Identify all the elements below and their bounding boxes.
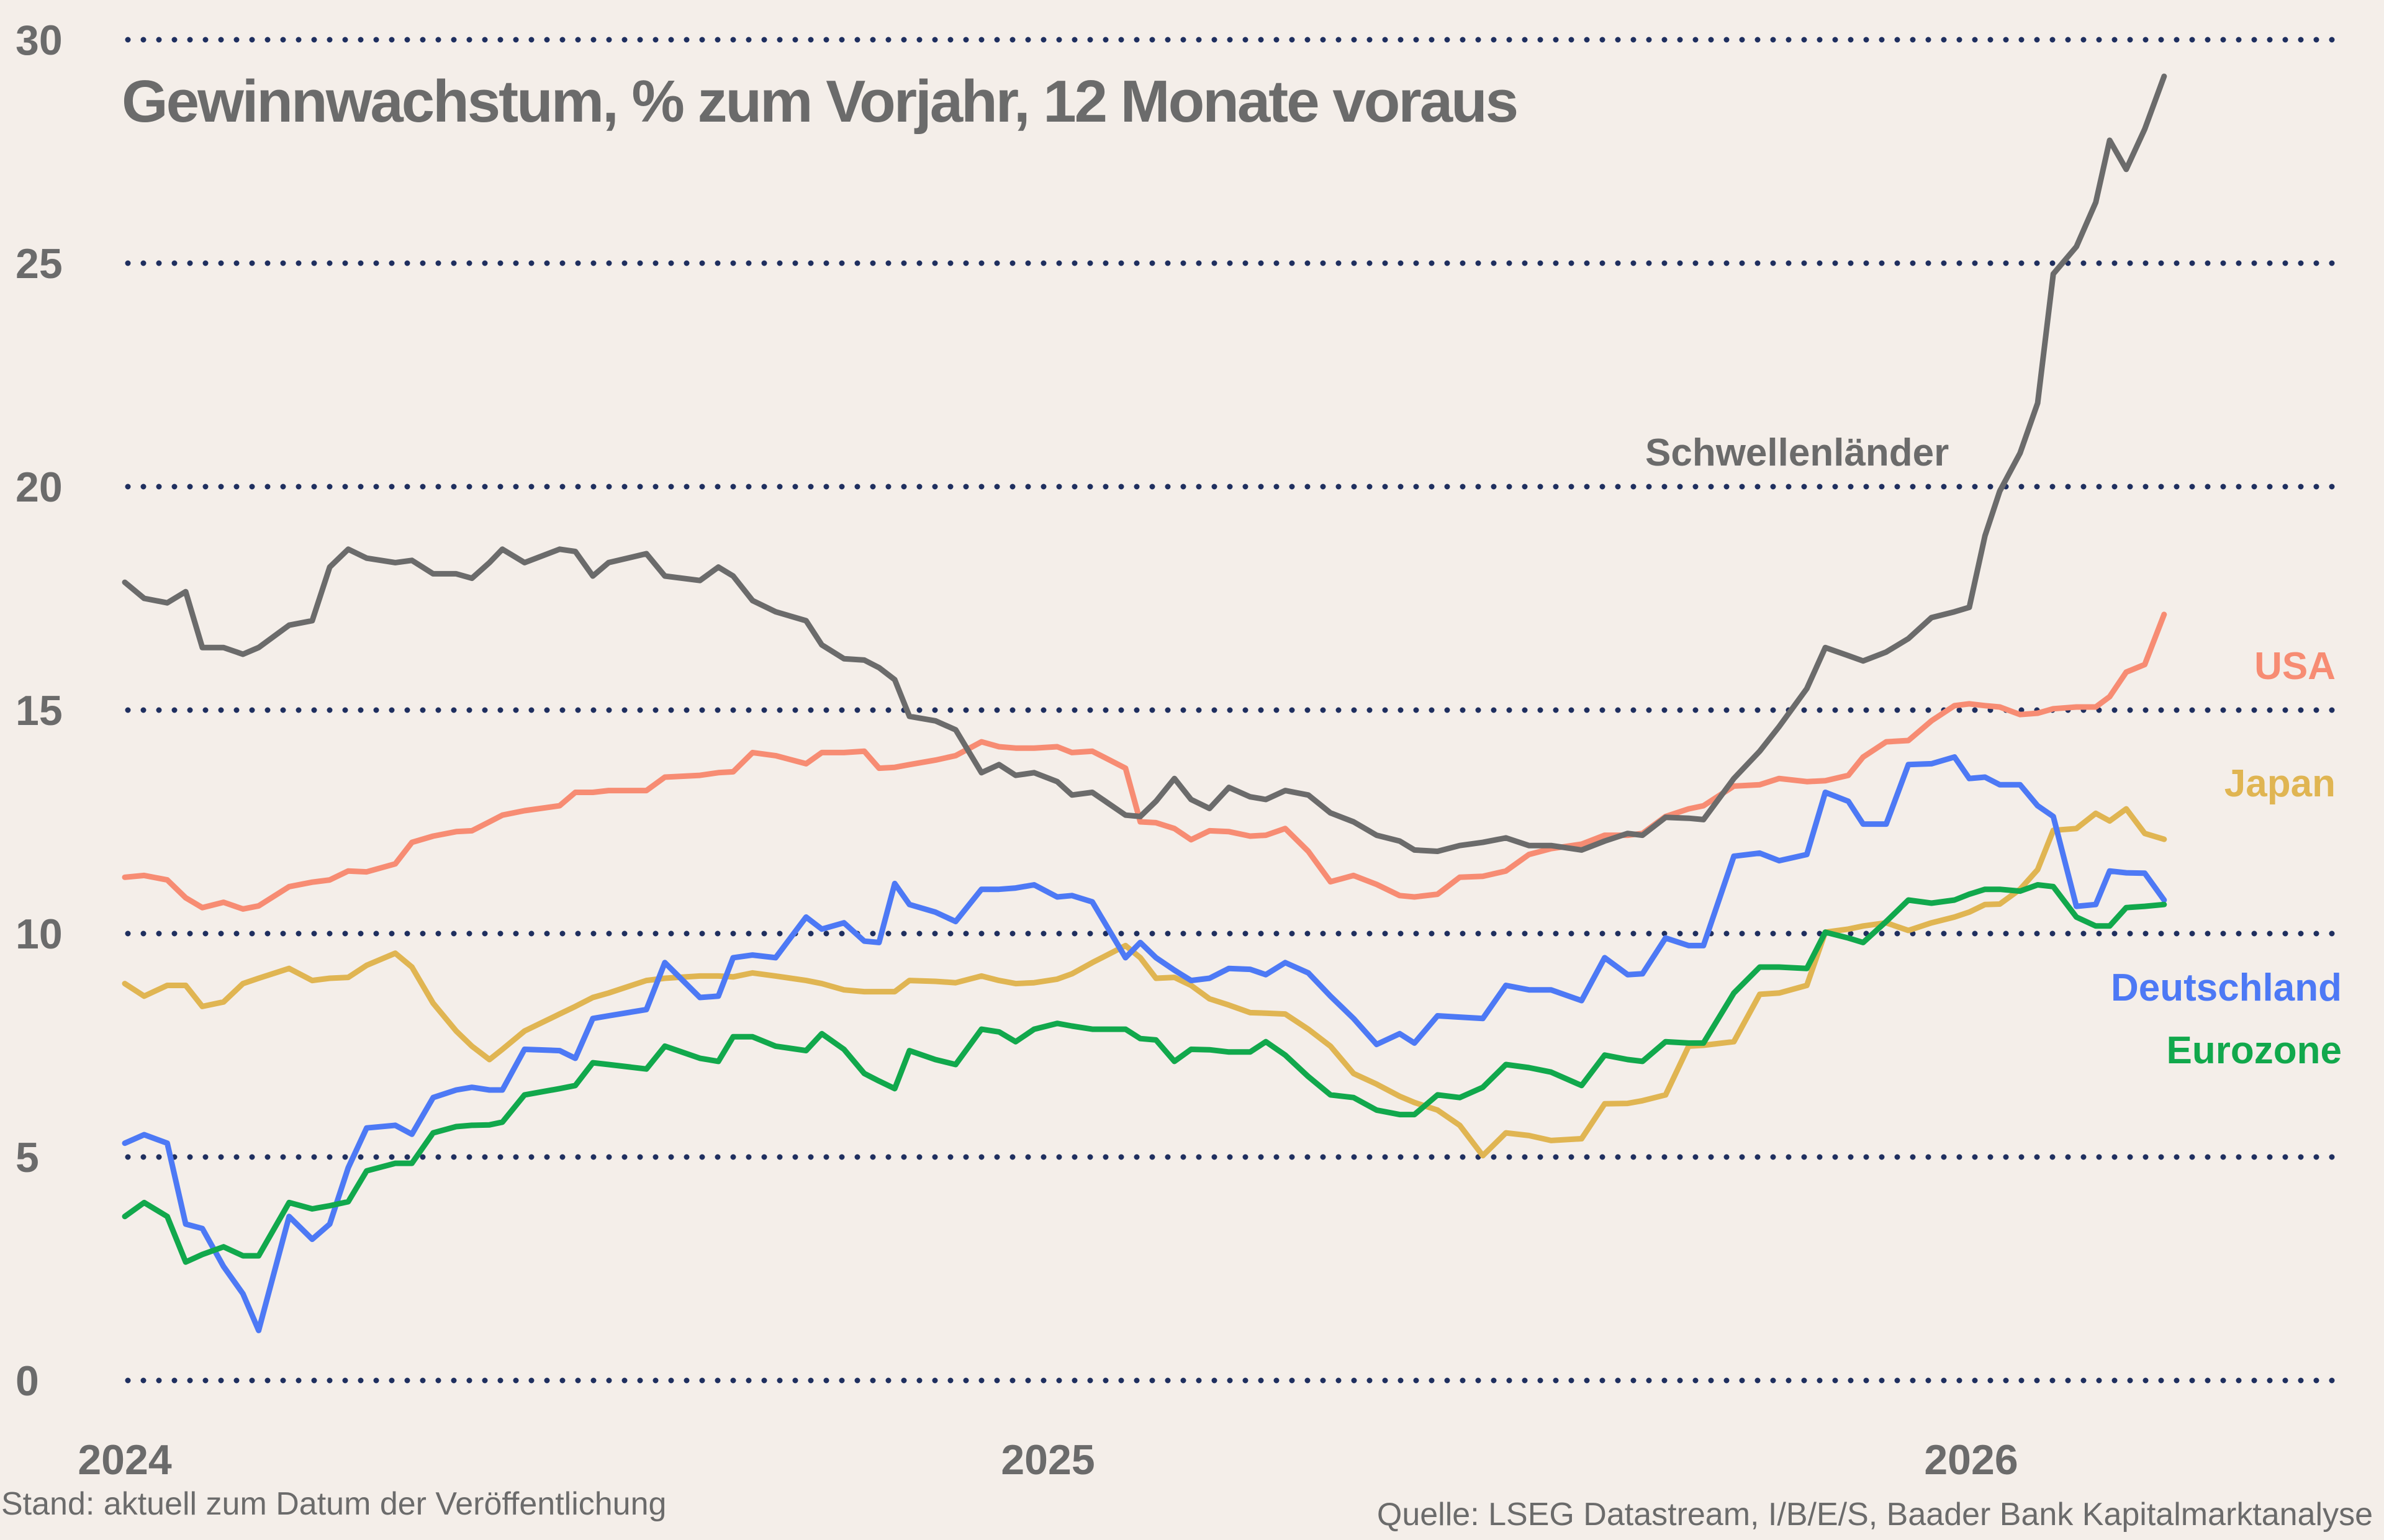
series-label: Deutschland (2111, 966, 2342, 1009)
series-line-japan (122, 806, 2167, 1159)
x-tick-label: 2024 (78, 1436, 171, 1484)
series-label: Eurozone (2167, 1029, 2342, 1072)
y-tick-label: 10 (16, 911, 63, 958)
chart-title: Gewinnwachstum, % zum Vorjahr, 12 Monate… (122, 68, 1517, 135)
gridlines (125, 37, 2347, 1384)
y-tick-label: 20 (16, 464, 63, 511)
y-tick-label: 15 (16, 687, 63, 734)
series-labels: Schwellenländer USA Japan Deutschland Eurozo… (1645, 431, 2342, 1072)
series-line-deutschland (122, 754, 2167, 1333)
series-line-schwellenländer (122, 73, 2167, 854)
y-tick-label: 0 (16, 1358, 39, 1405)
y-axis-ticks: 0 5 10 15 20 25 30 (16, 17, 63, 1405)
series-label: USA (2254, 645, 2336, 688)
y-tick-label: 25 (16, 240, 63, 287)
x-tick-label: 2026 (1924, 1436, 2018, 1484)
footer-source: Quelle: LSEG Datastream, I/B/E/S, Baader… (1377, 1497, 2373, 1533)
series-label: Japan (2224, 762, 2336, 805)
x-tick-label: 2025 (1001, 1436, 1095, 1484)
footer-status: Stand: aktuell zum Datum der Veröffentli… (1, 1486, 666, 1522)
series-line-eurozone (122, 882, 2167, 1265)
series-label: Schwellenländer (1645, 431, 1949, 474)
y-tick-label: 5 (16, 1134, 39, 1181)
x-axis-ticks: 2024 2025 2026 (78, 1436, 2018, 1484)
y-tick-label: 30 (16, 17, 63, 64)
series-line-usa (122, 611, 2167, 912)
series-lines (122, 73, 2167, 1333)
